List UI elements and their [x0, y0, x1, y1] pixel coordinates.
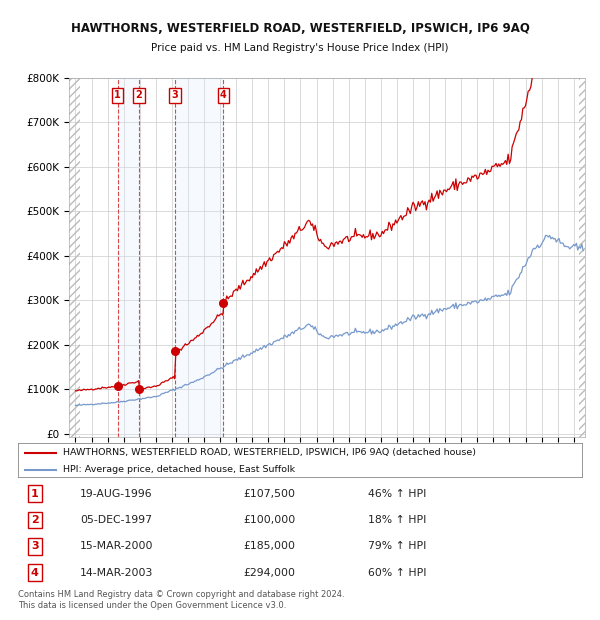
- Text: 15-MAR-2000: 15-MAR-2000: [80, 541, 154, 551]
- Text: 60% ↑ HPI: 60% ↑ HPI: [368, 568, 426, 578]
- Text: 1: 1: [31, 489, 39, 498]
- Text: 4: 4: [220, 91, 227, 100]
- Text: £107,500: £107,500: [244, 489, 296, 498]
- Text: 05-DEC-1997: 05-DEC-1997: [80, 515, 152, 525]
- Text: Price paid vs. HM Land Registry's House Price Index (HPI): Price paid vs. HM Land Registry's House …: [151, 43, 449, 53]
- Text: Contains HM Land Registry data © Crown copyright and database right 2024.
This d: Contains HM Land Registry data © Crown c…: [18, 590, 344, 609]
- Text: 3: 3: [31, 541, 39, 551]
- Text: £100,000: £100,000: [244, 515, 296, 525]
- Bar: [175, 78, 223, 437]
- Bar: [67, 78, 80, 437]
- Text: HPI: Average price, detached house, East Suffolk: HPI: Average price, detached house, East…: [63, 466, 295, 474]
- Text: 4: 4: [31, 568, 39, 578]
- Text: 1: 1: [114, 91, 121, 100]
- Bar: [578, 78, 590, 437]
- Text: 2: 2: [31, 515, 39, 525]
- Bar: [578, 78, 590, 437]
- Text: 18% ↑ HPI: 18% ↑ HPI: [368, 515, 426, 525]
- Text: 2: 2: [136, 91, 142, 100]
- Bar: [67, 78, 80, 437]
- Text: £294,000: £294,000: [244, 568, 296, 578]
- Text: £185,000: £185,000: [244, 541, 296, 551]
- Bar: [118, 78, 139, 437]
- Text: 46% ↑ HPI: 46% ↑ HPI: [368, 489, 426, 498]
- Text: HAWTHORNS, WESTERFIELD ROAD, WESTERFIELD, IPSWICH, IP6 9AQ: HAWTHORNS, WESTERFIELD ROAD, WESTERFIELD…: [71, 22, 529, 35]
- Text: 79% ↑ HPI: 79% ↑ HPI: [368, 541, 426, 551]
- Text: HAWTHORNS, WESTERFIELD ROAD, WESTERFIELD, IPSWICH, IP6 9AQ (detached house): HAWTHORNS, WESTERFIELD ROAD, WESTERFIELD…: [63, 448, 476, 458]
- Text: 14-MAR-2003: 14-MAR-2003: [80, 568, 154, 578]
- Text: 3: 3: [172, 91, 179, 100]
- Text: 19-AUG-1996: 19-AUG-1996: [80, 489, 152, 498]
